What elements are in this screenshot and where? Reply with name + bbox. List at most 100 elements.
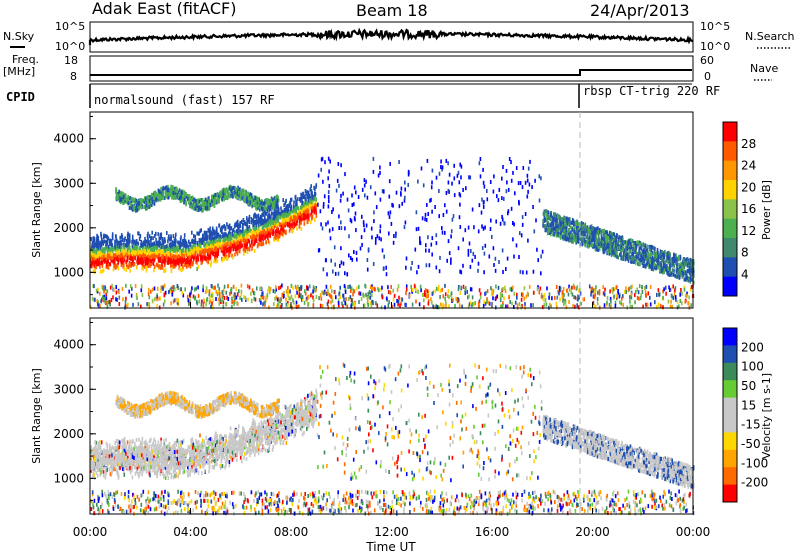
echo-point — [467, 248, 470, 253]
echo-point — [441, 230, 444, 235]
echo-point — [273, 237, 276, 242]
echo-point — [210, 230, 212, 235]
echo-point — [651, 255, 654, 260]
cpid-first-program: normalsound (fast) 157 RF — [94, 93, 275, 107]
echo-point — [277, 222, 279, 227]
echo-point — [159, 241, 162, 246]
echo-point — [407, 183, 409, 187]
echo-point — [103, 247, 106, 251]
echo-point — [252, 201, 254, 206]
echo-point — [115, 245, 118, 250]
echo-point — [295, 209, 297, 214]
echo-point — [215, 235, 217, 240]
echo-point — [522, 270, 524, 275]
echo-point — [164, 195, 167, 199]
echo-point — [174, 238, 177, 243]
echo-point — [146, 261, 148, 265]
echo-point — [206, 245, 209, 250]
echo-point — [150, 200, 152, 205]
echo-point — [236, 229, 238, 234]
echo-point — [199, 254, 202, 259]
echo-point — [482, 226, 485, 231]
echo-point — [189, 259, 192, 264]
echo-point — [388, 231, 390, 236]
echo-point — [566, 216, 569, 221]
echo-point — [184, 251, 186, 256]
echo-point — [215, 259, 217, 264]
echo-point — [522, 166, 525, 170]
noise-bottom-tick-left: 10^0 — [55, 40, 85, 53]
echo-point — [226, 196, 228, 201]
echo-point — [244, 229, 246, 234]
echo-point — [164, 252, 166, 256]
echo-point — [118, 240, 121, 245]
echo-point — [171, 240, 173, 245]
echo-point — [162, 186, 165, 191]
echo-point — [181, 194, 184, 199]
echo-point — [176, 248, 179, 253]
echo-point — [131, 240, 133, 245]
echo-point — [170, 266, 173, 271]
echo-point — [275, 204, 277, 209]
echo-point — [435, 265, 438, 270]
echo-point — [251, 246, 253, 251]
echo-point — [220, 225, 223, 230]
echo-point — [428, 248, 430, 253]
nave-tick-bottom: 0 — [704, 70, 711, 83]
echo-point — [103, 249, 106, 254]
echo-point — [268, 226, 270, 231]
echo-point — [290, 209, 292, 214]
echo-point — [191, 254, 193, 259]
echo-point — [342, 261, 345, 266]
echo-point — [379, 197, 382, 202]
echo-point — [262, 212, 265, 217]
echo-point — [196, 267, 198, 271]
echo-point — [134, 200, 137, 205]
echo-point — [501, 196, 503, 201]
echo-point — [169, 257, 171, 262]
echo-point — [150, 246, 152, 251]
echo-point — [474, 254, 476, 259]
echo-point — [288, 224, 291, 229]
echo-point — [124, 248, 127, 253]
echo-point — [166, 231, 168, 235]
echo-point — [366, 258, 369, 262]
echo-point — [160, 265, 162, 270]
freq-unit-label: [MHz] — [3, 65, 35, 78]
echo-point — [272, 216, 274, 221]
echo-point — [228, 237, 230, 242]
echo-point — [210, 260, 213, 265]
echo-point — [293, 200, 295, 205]
echo-point — [392, 240, 395, 245]
echo-point — [114, 244, 116, 249]
echo-point — [219, 243, 222, 248]
echo-point — [512, 170, 514, 175]
echo-point — [203, 242, 205, 247]
echo-point — [255, 232, 257, 237]
echo-point — [92, 258, 94, 263]
echo-point — [144, 259, 147, 264]
echo-point — [298, 215, 300, 220]
echo-point — [385, 265, 387, 270]
echo-point — [339, 263, 341, 268]
echo-point — [227, 225, 229, 230]
echo-point — [101, 237, 103, 242]
echo-point — [158, 248, 161, 253]
echo-point — [216, 253, 219, 258]
echo-point — [303, 212, 306, 217]
echo-point — [147, 231, 149, 236]
echo-point — [276, 198, 279, 203]
echo-point — [171, 247, 173, 252]
echo-point — [182, 264, 184, 269]
echo-point — [251, 240, 253, 245]
echo-point — [363, 183, 366, 188]
echo-point — [307, 202, 310, 207]
echo-point — [246, 227, 249, 232]
echo-point — [114, 239, 116, 244]
echo-point — [215, 226, 218, 231]
echo-point — [541, 249, 544, 254]
echo-point — [249, 200, 251, 205]
echo-point — [464, 228, 467, 233]
echo-point — [100, 248, 102, 253]
echo-point — [175, 260, 178, 264]
